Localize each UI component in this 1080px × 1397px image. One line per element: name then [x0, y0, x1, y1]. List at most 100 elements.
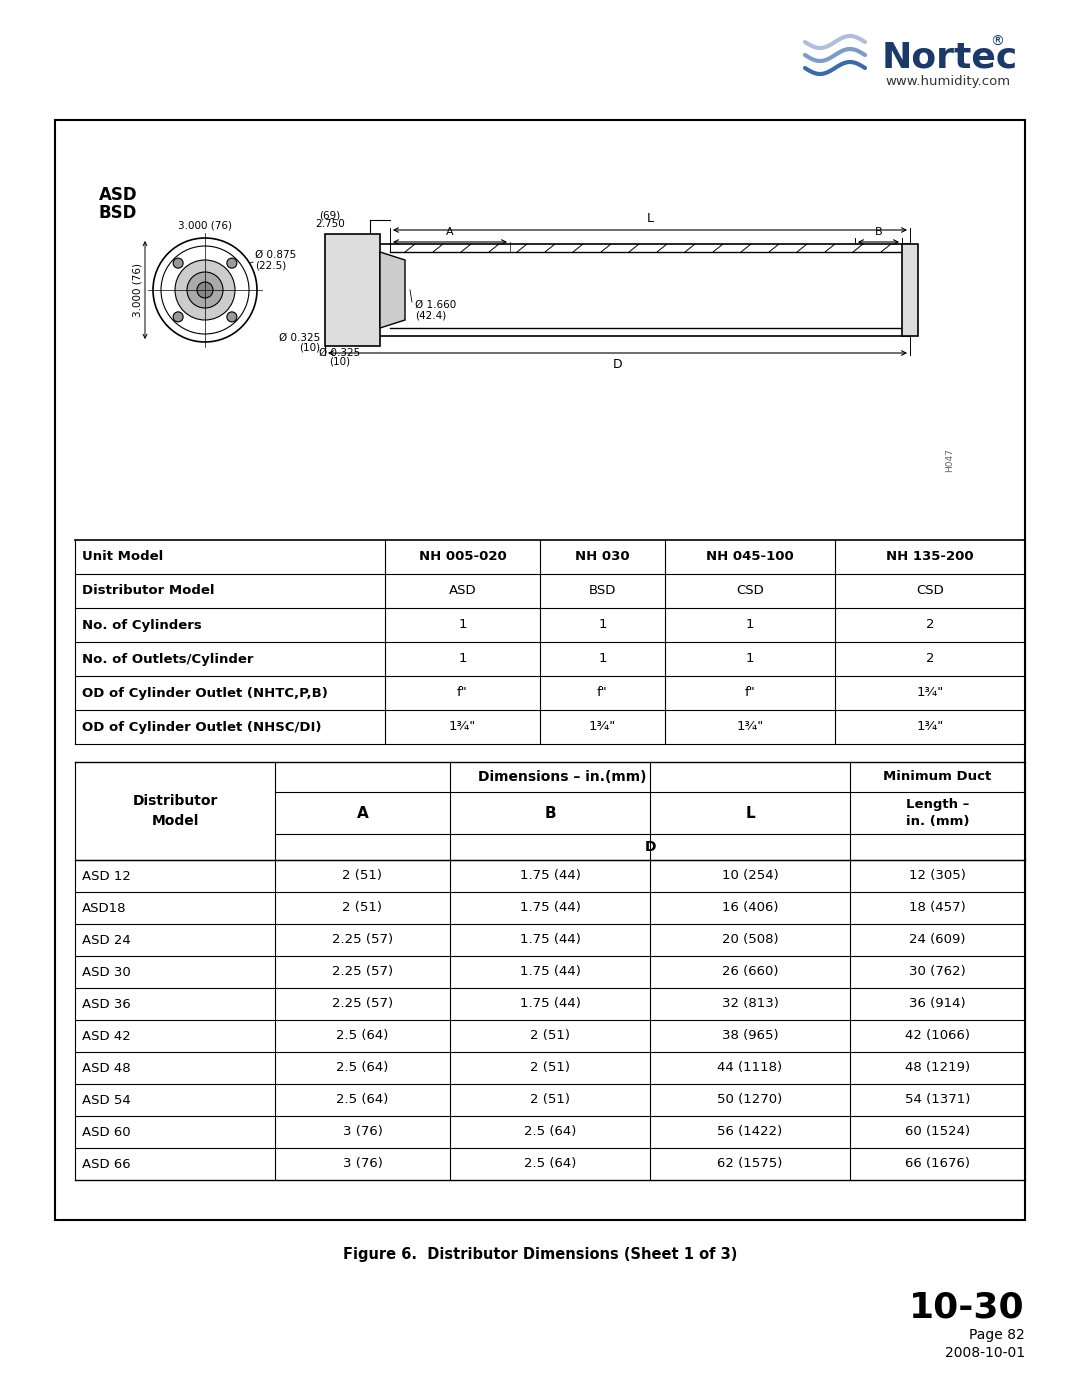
- Text: 2.25 (57): 2.25 (57): [332, 997, 393, 1010]
- Text: NH 135-200: NH 135-200: [887, 550, 974, 563]
- Text: B: B: [544, 806, 556, 820]
- Text: B: B: [875, 226, 882, 237]
- Text: 1.75 (44): 1.75 (44): [519, 997, 580, 1010]
- Text: 62 (1575): 62 (1575): [717, 1158, 783, 1171]
- Text: (22.5): (22.5): [255, 260, 286, 270]
- Text: 2.5 (64): 2.5 (64): [524, 1126, 577, 1139]
- Text: 20 (508): 20 (508): [721, 933, 779, 947]
- Text: NH 005-020: NH 005-020: [419, 550, 507, 563]
- Text: Ø 1.660: Ø 1.660: [415, 300, 456, 310]
- Text: 24 (609): 24 (609): [909, 933, 966, 947]
- Text: 2.5 (64): 2.5 (64): [524, 1158, 577, 1171]
- Circle shape: [187, 272, 222, 307]
- Text: 2.5 (64): 2.5 (64): [336, 1094, 389, 1106]
- Text: 44 (1118): 44 (1118): [717, 1062, 783, 1074]
- Text: ASD 24: ASD 24: [82, 933, 131, 947]
- Text: D: D: [612, 358, 622, 372]
- Text: www.humidity.com: www.humidity.com: [885, 75, 1010, 88]
- Text: CSD: CSD: [916, 584, 944, 598]
- Text: 48 (1219): 48 (1219): [905, 1062, 970, 1074]
- Text: L: L: [745, 806, 755, 820]
- Text: 2: 2: [926, 652, 934, 665]
- Text: Length –
in. (mm): Length – in. (mm): [906, 798, 969, 828]
- Text: Minimum Duct: Minimum Duct: [883, 771, 991, 784]
- Text: 2 (51): 2 (51): [342, 869, 382, 883]
- Circle shape: [173, 312, 184, 321]
- Text: 2 (51): 2 (51): [530, 1094, 570, 1106]
- Text: A: A: [446, 226, 454, 237]
- Text: 1¾": 1¾": [916, 721, 944, 733]
- Text: ®: ®: [990, 35, 1004, 49]
- Text: ASD 42: ASD 42: [82, 1030, 131, 1042]
- Circle shape: [173, 258, 184, 268]
- Circle shape: [161, 246, 249, 334]
- Text: NH 045-100: NH 045-100: [706, 550, 794, 563]
- Text: 2.25 (57): 2.25 (57): [332, 965, 393, 978]
- Text: Distributor
Model: Distributor Model: [133, 795, 218, 828]
- Text: 36 (914): 36 (914): [909, 997, 966, 1010]
- Text: 2.5 (64): 2.5 (64): [336, 1030, 389, 1042]
- Text: NH 030: NH 030: [576, 550, 630, 563]
- Text: BSD: BSD: [589, 584, 617, 598]
- Text: No. of Outlets/Cylinder: No. of Outlets/Cylinder: [82, 652, 254, 665]
- Text: 12 (305): 12 (305): [909, 869, 966, 883]
- Text: 60 (1524): 60 (1524): [905, 1126, 970, 1139]
- Text: 1.75 (44): 1.75 (44): [519, 901, 580, 915]
- Text: (10): (10): [299, 342, 320, 352]
- Circle shape: [153, 237, 257, 342]
- Text: Ø 0.875: Ø 0.875: [255, 250, 296, 260]
- Text: 30 (762): 30 (762): [909, 965, 966, 978]
- Text: No. of Cylinders: No. of Cylinders: [82, 619, 202, 631]
- Text: H047: H047: [945, 448, 955, 472]
- Bar: [325, 235, 380, 346]
- Text: (69): (69): [320, 210, 340, 219]
- Text: A: A: [356, 806, 368, 820]
- Text: OD of Cylinder Outlet (NHTC,P,B): OD of Cylinder Outlet (NHTC,P,B): [82, 686, 328, 700]
- Bar: [902, 244, 918, 337]
- Text: 42 (1066): 42 (1066): [905, 1030, 970, 1042]
- Text: ASD 12: ASD 12: [82, 869, 131, 883]
- Text: ASD: ASD: [98, 186, 137, 204]
- Text: ASD 36: ASD 36: [82, 997, 131, 1010]
- Circle shape: [227, 312, 237, 321]
- Text: 10 (254): 10 (254): [721, 869, 779, 883]
- Text: 1¾": 1¾": [737, 721, 764, 733]
- Text: Distributor Model: Distributor Model: [82, 584, 215, 598]
- Text: 3 (76): 3 (76): [342, 1158, 382, 1171]
- Text: 2: 2: [926, 619, 934, 631]
- Text: L: L: [647, 212, 653, 225]
- Circle shape: [227, 258, 237, 268]
- Text: Ø 0.325: Ø 0.325: [320, 348, 361, 358]
- Text: Nortec: Nortec: [882, 41, 1018, 75]
- Text: 2 (51): 2 (51): [530, 1062, 570, 1074]
- Text: Figure 6.  Distributor Dimensions (Sheet 1 of 3): Figure 6. Distributor Dimensions (Sheet …: [342, 1248, 738, 1263]
- Text: 2.750: 2.750: [315, 219, 345, 229]
- Text: CSD: CSD: [737, 584, 764, 598]
- Text: Unit Model: Unit Model: [82, 550, 163, 563]
- Text: 2008-10-01: 2008-10-01: [945, 1345, 1025, 1361]
- Text: 1¾": 1¾": [589, 721, 616, 733]
- Text: 50 (1270): 50 (1270): [717, 1094, 783, 1106]
- Text: 10-30: 10-30: [909, 1289, 1025, 1324]
- Text: 18 (457): 18 (457): [909, 901, 966, 915]
- Text: f": f": [744, 686, 755, 700]
- Circle shape: [175, 260, 235, 320]
- Bar: [330, 244, 910, 337]
- Text: 32 (813): 32 (813): [721, 997, 779, 1010]
- Text: 1: 1: [598, 652, 607, 665]
- Text: 66 (1676): 66 (1676): [905, 1158, 970, 1171]
- Text: (42.4): (42.4): [415, 310, 446, 320]
- Text: 2.25 (57): 2.25 (57): [332, 933, 393, 947]
- Text: 56 (1422): 56 (1422): [717, 1126, 783, 1139]
- Text: Ø 0.325: Ø 0.325: [279, 332, 320, 344]
- Text: 3 (76): 3 (76): [342, 1126, 382, 1139]
- Text: D: D: [645, 840, 656, 854]
- Text: 1: 1: [746, 619, 754, 631]
- Text: 1¾": 1¾": [449, 721, 476, 733]
- Text: f": f": [597, 686, 608, 700]
- Text: ASD 48: ASD 48: [82, 1062, 131, 1074]
- Text: ASD 66: ASD 66: [82, 1158, 131, 1171]
- Bar: [55, 120, 1025, 1220]
- Text: Page 82: Page 82: [969, 1329, 1025, 1343]
- Text: 38 (965): 38 (965): [721, 1030, 779, 1042]
